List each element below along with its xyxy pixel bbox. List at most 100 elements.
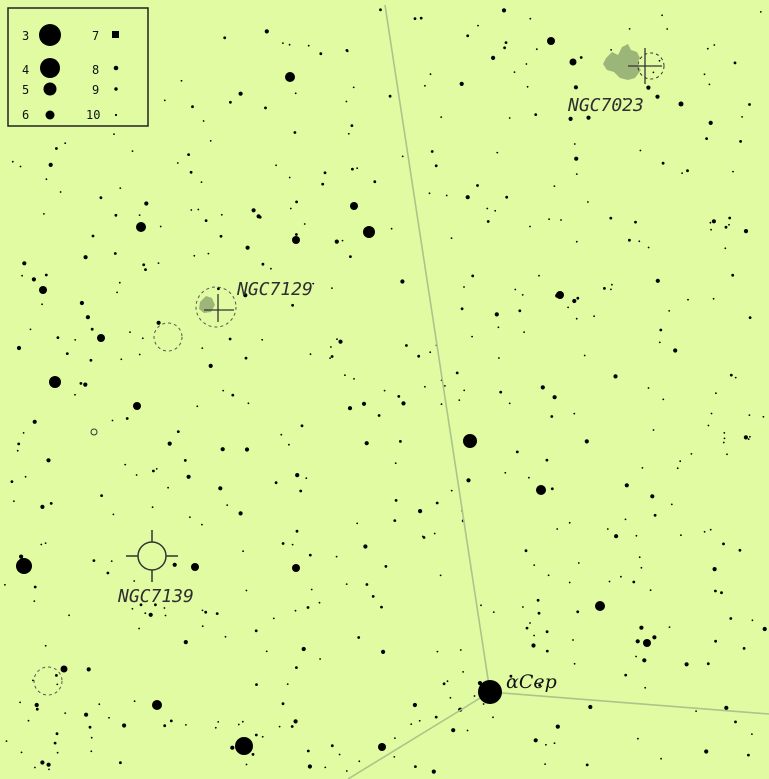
faint-star [525, 626, 529, 630]
ngc7023-object[interactable]: NGC7023 [567, 44, 665, 116]
faint-star [44, 273, 48, 277]
faint-star [504, 471, 507, 474]
faint-star [299, 489, 303, 493]
faint-star [32, 679, 34, 682]
faint-star [708, 83, 711, 86]
faint-star [465, 195, 470, 200]
faint-star [593, 315, 595, 318]
ngc7139-label: NGC7139 [117, 586, 194, 607]
faint-star [270, 267, 272, 270]
faint-star [154, 603, 157, 607]
faint-star [191, 105, 194, 109]
faint-star [129, 331, 131, 333]
faint-star [680, 534, 682, 537]
faint-star [56, 683, 59, 686]
deep-sky-circle [33, 666, 63, 696]
star [547, 37, 555, 45]
ngc7129-object[interactable]: NGC7129 [195, 279, 313, 328]
faint-star [131, 607, 134, 610]
faint-star [429, 73, 432, 76]
faint-star [293, 719, 298, 724]
faint-star [278, 725, 281, 728]
faint-star [573, 85, 579, 90]
faint-star [201, 625, 204, 628]
faint-star [419, 16, 423, 20]
faint-star [435, 501, 439, 505]
faint-star [414, 765, 417, 768]
faint-star [169, 719, 173, 723]
faint-star [659, 328, 663, 332]
deep-sky-circle [153, 322, 183, 352]
faint-star [119, 187, 122, 190]
star-alpha-cep[interactable] [478, 680, 502, 704]
faint-star [256, 214, 261, 219]
faint-star [295, 473, 300, 478]
faint-star [261, 338, 264, 341]
faint-star [334, 239, 339, 244]
faint-star [349, 255, 352, 258]
star [363, 226, 375, 238]
faint-star [201, 347, 204, 349]
faint-star [319, 658, 321, 660]
faint-star [189, 516, 191, 519]
ngc7023-nebula [603, 44, 641, 80]
faint-star [550, 415, 554, 418]
faint-star [217, 287, 220, 291]
faint-star [508, 402, 511, 405]
faint-star [218, 486, 223, 491]
faint-star [545, 743, 547, 746]
faint-star [614, 534, 619, 539]
faint-star [535, 48, 538, 51]
faint-star [528, 476, 530, 479]
faint-star [708, 120, 713, 125]
faint-star [540, 385, 545, 390]
faint-star [712, 297, 715, 300]
faint-star [523, 331, 525, 333]
faint-star [588, 704, 593, 710]
faint-star [90, 750, 93, 753]
faint-star [308, 553, 312, 557]
faint-star [17, 442, 21, 446]
star [643, 639, 651, 647]
faint-star [450, 489, 453, 492]
faint-star [49, 502, 53, 505]
faint-star [639, 625, 644, 630]
faint-star [29, 328, 32, 331]
faint-star [113, 133, 115, 136]
faint-star [281, 702, 285, 706]
ngc7139-marker [126, 530, 178, 582]
star [60, 665, 68, 673]
faint-star [254, 733, 258, 737]
faint-star [45, 178, 48, 181]
faint-star [55, 147, 58, 150]
faint-star [486, 220, 490, 223]
faint-star [338, 339, 343, 344]
faint-star [624, 518, 627, 521]
faint-star [585, 763, 589, 767]
faint-star [734, 376, 737, 379]
faint-star [307, 764, 312, 769]
faint-star [19, 701, 21, 704]
faint-star [538, 683, 542, 687]
faint-star [384, 565, 388, 568]
faint-star [89, 358, 93, 362]
faint-star [264, 29, 269, 34]
ngc7139-object[interactable]: NGC7139 [117, 530, 194, 607]
star [49, 376, 61, 388]
faint-star [138, 627, 141, 630]
faint-star [722, 542, 725, 546]
faint-star [244, 447, 250, 452]
faint-star [410, 723, 413, 725]
faint-star [471, 335, 473, 338]
faint-star [336, 338, 338, 341]
faint-star [40, 760, 45, 765]
legend-symbol-10 [114, 113, 118, 117]
faint-star [330, 744, 334, 748]
faint-star [430, 150, 434, 153]
faint-star [681, 172, 683, 175]
faint-star [695, 710, 697, 712]
faint-star [116, 291, 118, 294]
faint-star [180, 79, 183, 82]
faint-star [214, 726, 217, 729]
